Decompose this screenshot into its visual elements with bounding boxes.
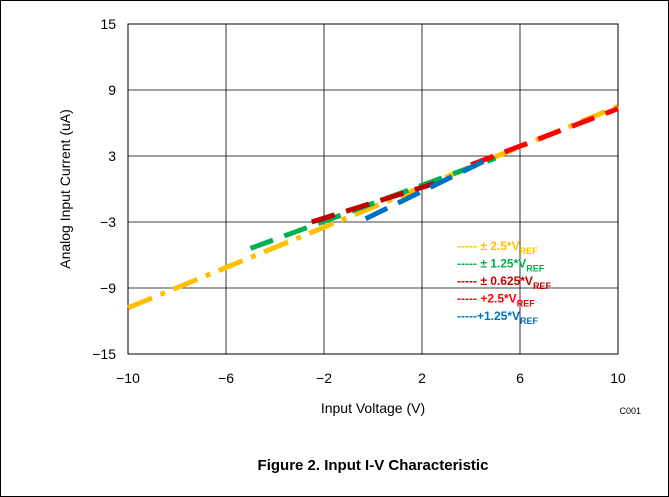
legend-entry-3: ----- ± 0.625*VREF [457, 274, 551, 291]
y-tick-label: −3 [100, 214, 116, 230]
x-tick-label: 6 [516, 370, 524, 386]
legend-entry-4: ----- +2.5*VREF [457, 292, 535, 309]
y-tick-label: 9 [108, 82, 116, 98]
y-tick-label: −9 [100, 280, 116, 296]
code-label: C001 [619, 406, 641, 416]
tick-labels: −10 −6 −2 2 6 10 15 9 3 −3 −9 −15 [92, 16, 626, 386]
series-line-4 [470, 106, 619, 168]
y-tick-label: 15 [100, 16, 116, 32]
grid [128, 24, 618, 354]
legend-entry-5: -----+1.25*VREF [457, 309, 539, 326]
x-axis-title: Input Voltage (V) [321, 400, 425, 416]
x-tick-label: −2 [316, 370, 332, 386]
plot-area-border [127, 23, 619, 355]
x-tick-label: 10 [610, 370, 626, 386]
series-layer [127, 104, 619, 311]
y-tick-label: 3 [108, 148, 116, 164]
x-tick-label: 2 [418, 370, 426, 386]
x-tick-label: −10 [116, 370, 140, 386]
series-line-5 [364, 159, 485, 221]
legend-entry-1: ----- ± 2.5*VREF [457, 239, 538, 256]
y-tick-label: −15 [92, 346, 116, 362]
series-line-1 [127, 104, 619, 311]
series-line-3 [311, 181, 435, 225]
legend: ----- ± 2.5*VREF----- ± 1.25*VREF----- ±… [457, 239, 551, 326]
y-axis-title: Analog Input Current (uA) [57, 109, 73, 269]
x-tick-label: −6 [218, 370, 234, 386]
legend-entry-2: ----- ± 1.25*VREF [457, 257, 545, 274]
figure-caption: Figure 2. Input I-V Characteristic [258, 457, 489, 474]
series-line-2 [249, 155, 497, 251]
